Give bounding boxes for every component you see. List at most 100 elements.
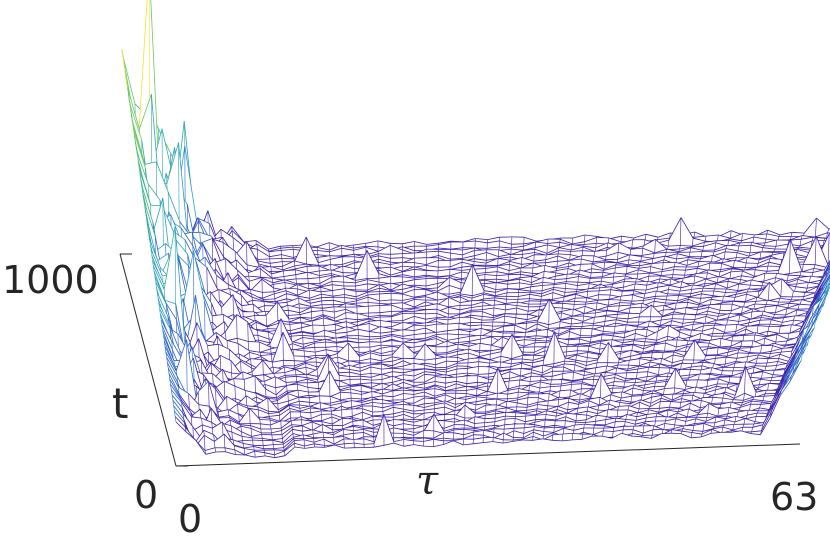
- mesh-row-segment: [688, 257, 701, 260]
- mesh-column-segment: [251, 293, 253, 298]
- mesh-row-segment: [575, 293, 588, 299]
- mesh-row-segment: [402, 252, 415, 254]
- mesh-column-segment: [608, 299, 610, 306]
- mesh-row-segment: [592, 325, 604, 330]
- mesh-column-segment: [782, 317, 784, 323]
- mesh-row-segment: [730, 233, 743, 239]
- mesh-row-segment: [342, 265, 355, 269]
- mesh-column-segment: [138, 168, 141, 175]
- mesh-column-segment: [766, 266, 769, 272]
- mesh-column-segment: [595, 243, 597, 248]
- mesh-row-segment: [426, 274, 438, 277]
- mesh-row-segment: [425, 296, 438, 301]
- mesh-row-segment: [122, 55, 136, 104]
- mesh-row-segment: [354, 250, 368, 279]
- mesh-row-segment: [738, 318, 750, 322]
- mesh-row-segment: [312, 324, 325, 326]
- mesh-row-segment: [367, 296, 380, 302]
- mesh-row-segment: [669, 284, 681, 289]
- mesh-row-segment: [620, 299, 632, 302]
- mesh-row-segment: [768, 297, 780, 302]
- mesh-row-segment: [303, 346, 315, 349]
- mesh-row-segment: [425, 321, 437, 324]
- mesh-row-segment: [593, 260, 606, 263]
- mesh-row-segment: [734, 328, 747, 335]
- mesh-column-segment: [569, 329, 571, 332]
- mesh-row-segment: [356, 305, 369, 308]
- mesh-row-segment: [369, 341, 381, 343]
- mesh-row-segment: [272, 276, 284, 279]
- mesh-column-segment: [565, 283, 567, 289]
- mesh-row-segment: [581, 324, 594, 327]
- mesh-row-segment: [139, 93, 152, 130]
- mesh-row-segment: [184, 146, 198, 224]
- mesh-column-segment: [646, 326, 649, 330]
- mesh-row-segment: [141, 184, 154, 223]
- mesh-row-segment: [378, 255, 391, 259]
- mesh-row-segment: [378, 273, 391, 278]
- mesh-row-segment: [713, 327, 725, 333]
- mesh-column-segment: [686, 302, 688, 308]
- mesh-row-segment: [498, 248, 512, 251]
- mesh-column-segment: [572, 308, 574, 317]
- mesh-row-segment: [425, 317, 437, 320]
- mesh-row-segment: [204, 256, 218, 276]
- mesh-row-segment: [520, 276, 532, 279]
- mesh-row-segment: [402, 265, 415, 268]
- mesh-row-segment: [457, 343, 470, 347]
- mesh-column-segment: [237, 274, 239, 278]
- mesh-row-segment: [738, 283, 751, 286]
- mesh-column-segment: [648, 273, 650, 277]
- mesh-row-segment: [590, 334, 603, 338]
- mesh-row-segment: [471, 305, 483, 308]
- mesh-row-segment: [676, 257, 689, 260]
- mesh-row-segment: [556, 266, 569, 269]
- mesh-row-segment: [602, 334, 614, 337]
- mesh-column-segment: [590, 272, 592, 278]
- mesh-row-segment: [725, 251, 738, 253]
- mesh-row-segment: [437, 285, 450, 292]
- mesh-row-segment: [803, 292, 816, 298]
- mesh-row-segment: [789, 327, 802, 334]
- mesh-row-segment: [483, 292, 496, 297]
- mesh-row-segment: [320, 284, 333, 288]
- mesh-row-segment: [524, 339, 536, 341]
- mesh-column-segment: [674, 262, 676, 267]
- mesh-row-segment: [295, 265, 308, 270]
- mesh-row-segment: [542, 284, 555, 286]
- mesh-column-segment: [617, 242, 619, 253]
- mesh-row-segment: [402, 293, 415, 298]
- mesh-column-segment: [703, 283, 706, 287]
- mesh-row-segment: [626, 269, 639, 274]
- mesh-row-segment: [462, 258, 475, 262]
- mesh-column-segment: [815, 217, 817, 237]
- mesh-row-segment: [577, 283, 590, 286]
- mesh-column-segment: [246, 264, 248, 271]
- mesh-row-segment: [359, 352, 371, 357]
- mesh-column-segment: [656, 331, 658, 341]
- mesh-row-segment: [591, 271, 603, 274]
- mesh-row-segment: [425, 289, 438, 292]
- mesh-row-segment: [606, 313, 618, 316]
- mesh-row-segment: [323, 317, 336, 322]
- mesh-row-segment: [581, 258, 594, 263]
- mesh-column-segment: [635, 278, 637, 283]
- mesh-row-segment: [689, 297, 701, 299]
- mesh-column-segment: [774, 246, 777, 250]
- mesh-row-segment: [414, 324, 426, 327]
- mesh-column-segment: [644, 338, 646, 342]
- mesh-row-segment: [446, 343, 459, 348]
- mesh-row-segment: [799, 310, 812, 332]
- mesh-row-segment: [368, 315, 381, 317]
- mesh-row-segment: [298, 303, 311, 307]
- mesh-column-segment: [719, 304, 722, 311]
- mesh-row-segment: [367, 291, 380, 293]
- mesh-row-segment: [331, 269, 344, 274]
- mesh-row-segment: [341, 245, 354, 249]
- mesh-row-segment: [311, 310, 323, 313]
- mesh-row-segment: [262, 291, 275, 293]
- mesh-row-segment: [758, 255, 772, 261]
- mesh-row-segment: [491, 330, 504, 334]
- mesh-column-segment: [750, 242, 753, 246]
- mesh-column-segment: [620, 346, 622, 352]
